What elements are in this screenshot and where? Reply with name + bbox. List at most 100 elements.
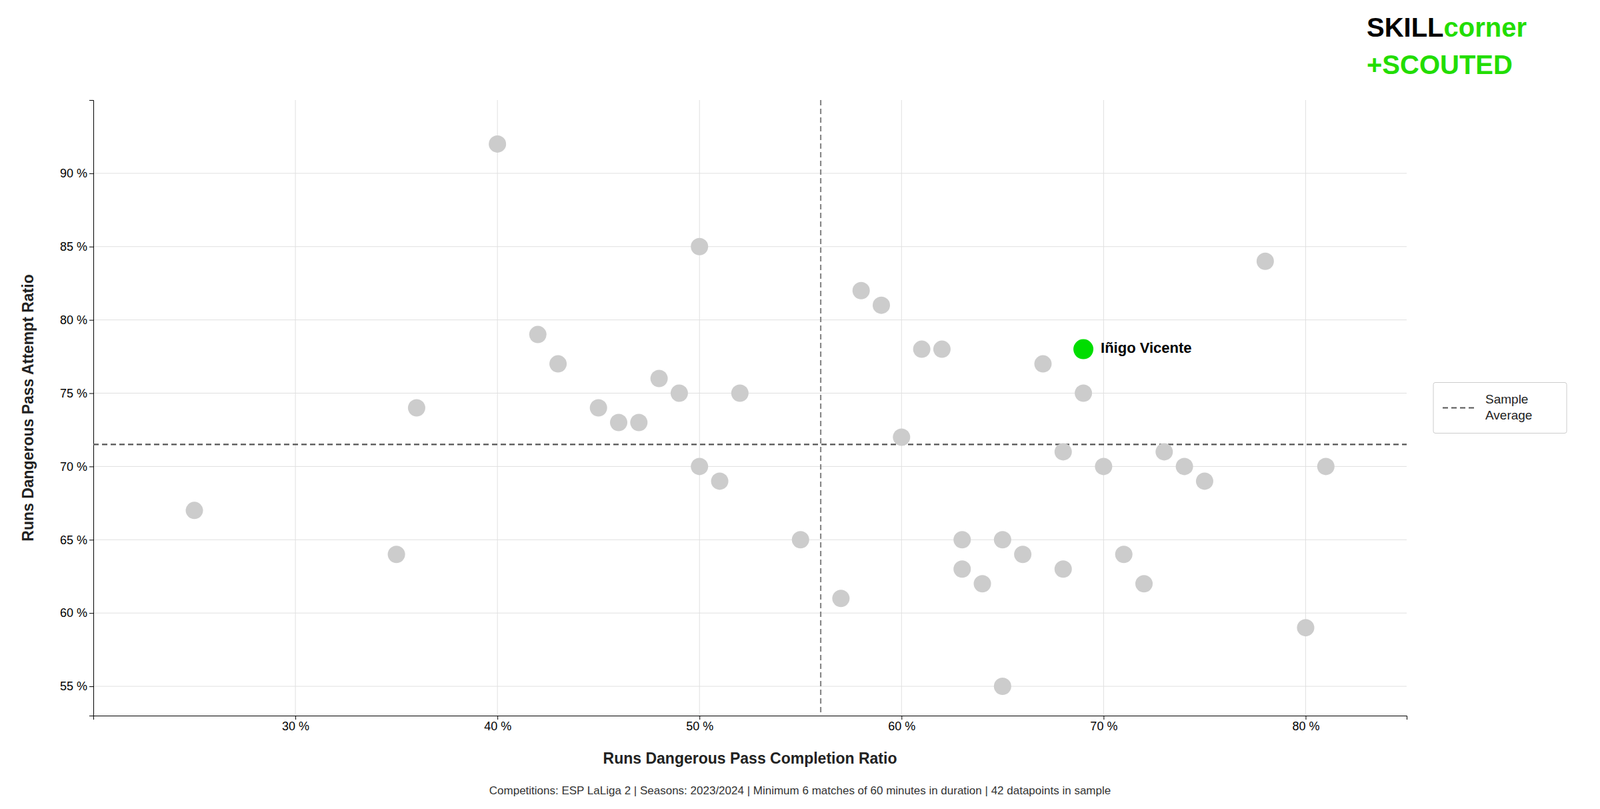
point [1034,355,1052,373]
y-tick: 65 % [60,533,94,547]
y-tick-label: 85 % [60,240,88,254]
point [1054,442,1072,460]
y-tick: 85 % [60,240,94,254]
y-tick-mark [89,393,94,394]
point [974,574,992,592]
y-tick: 75 % [60,386,94,400]
point [953,530,971,548]
legend-swatch [1442,406,1476,408]
point [690,457,708,475]
point [1074,384,1092,402]
point [610,413,628,431]
plot: 30 %40 %50 %60 %70 %80 %55 %60 %65 %70 %… [19,100,1408,767]
y-tick-mark [89,612,94,614]
grid-line-y [93,466,1407,467]
y-tick-mark [89,686,94,687]
x-tick: 50 % [686,715,714,733]
point [711,472,729,490]
point [1176,457,1194,475]
x-tick: 60 % [888,715,916,733]
grid-line-x [497,100,498,716]
point [1014,545,1032,563]
marks [93,100,1407,716]
point [388,545,406,563]
logo-text: SKILL [1366,12,1444,42]
x-tick-label: 30 % [282,719,310,733]
point [1155,442,1173,460]
legend-box [1433,382,1567,434]
chart: 30 %40 %50 %60 %70 %80 %55 %60 %65 %70 %… [0,0,1600,809]
annotation-label: Iñigo Vicente [1100,339,1192,356]
y-tick-label: 70 % [60,460,88,474]
point [852,282,870,300]
point [590,399,608,417]
point [1256,252,1274,270]
x-tick: 30 % [282,715,310,733]
point [994,530,1012,548]
y-tick-mark [89,246,94,248]
point [529,326,547,344]
texts: Iñigo VicenteRuns Dangerous Pass Complet… [19,274,1192,767]
y-tick: 70 % [60,460,94,474]
y-tick-mark [89,320,94,321]
y-tick-mark [89,173,94,174]
points [186,135,1335,695]
logo-text: +SCOUTED [1366,50,1513,80]
x-tick: 80 % [1292,715,1320,733]
y-tick: 80 % [60,313,94,327]
point [933,340,951,358]
grid-line-y [93,246,1407,247]
legend: SampleAverage [1433,382,1567,434]
grid-line-x [1103,100,1104,716]
point [670,384,688,402]
grid-line-y [93,612,1407,614]
point [549,355,567,373]
x-tick: 70 % [1090,715,1118,733]
point [792,530,810,548]
logo-text: corner [1444,12,1528,42]
grid [93,100,1407,716]
point [1135,574,1153,592]
point [1094,457,1112,475]
y-tick-label: 75 % [60,386,88,400]
grid-line-y [93,539,1407,540]
grid-line-x [295,100,296,716]
point [650,370,668,388]
y-tick-label: 90 % [60,166,88,180]
point [913,340,931,358]
y-axis: 55 %60 %65 %70 %75 %80 %85 %90 % [60,100,94,716]
legend-label: SampleAverage [1485,392,1532,422]
point [994,677,1012,695]
point [408,399,426,417]
point [953,560,971,578]
highlight-point [1073,339,1094,360]
point [1296,618,1314,636]
x-tick-label: 50 % [686,719,714,733]
x-axis: 30 %40 %50 %60 %70 %80 % [94,715,1408,733]
x-tick-label: 80 % [1292,719,1320,733]
y-tick-mark [89,466,94,467]
point [872,296,890,314]
grid-line-y [93,686,1407,687]
point [630,413,648,431]
point [690,238,708,256]
point [186,501,204,519]
grid-line-x [901,100,902,716]
footnote: Competitions: ESP LaLiga 2 | Seasons: 20… [489,784,1111,797]
x-tick-label: 60 % [888,719,916,733]
x-tick-label: 70 % [1090,719,1118,733]
reference-line [820,100,822,716]
y-tick: 55 % [60,679,94,693]
y-axis-line [89,100,94,716]
y-tick: 90 % [60,166,94,180]
point [1115,545,1133,563]
grid-line-x [699,100,700,716]
grid-line-y [93,392,1407,394]
logo: SKILLcorner +SCOUTED [1366,12,1527,80]
reference-line [93,443,1407,445]
point [1317,457,1335,475]
y-tick-label: 55 % [60,679,88,693]
point [1054,560,1072,578]
point [892,428,910,446]
point [1196,472,1214,490]
